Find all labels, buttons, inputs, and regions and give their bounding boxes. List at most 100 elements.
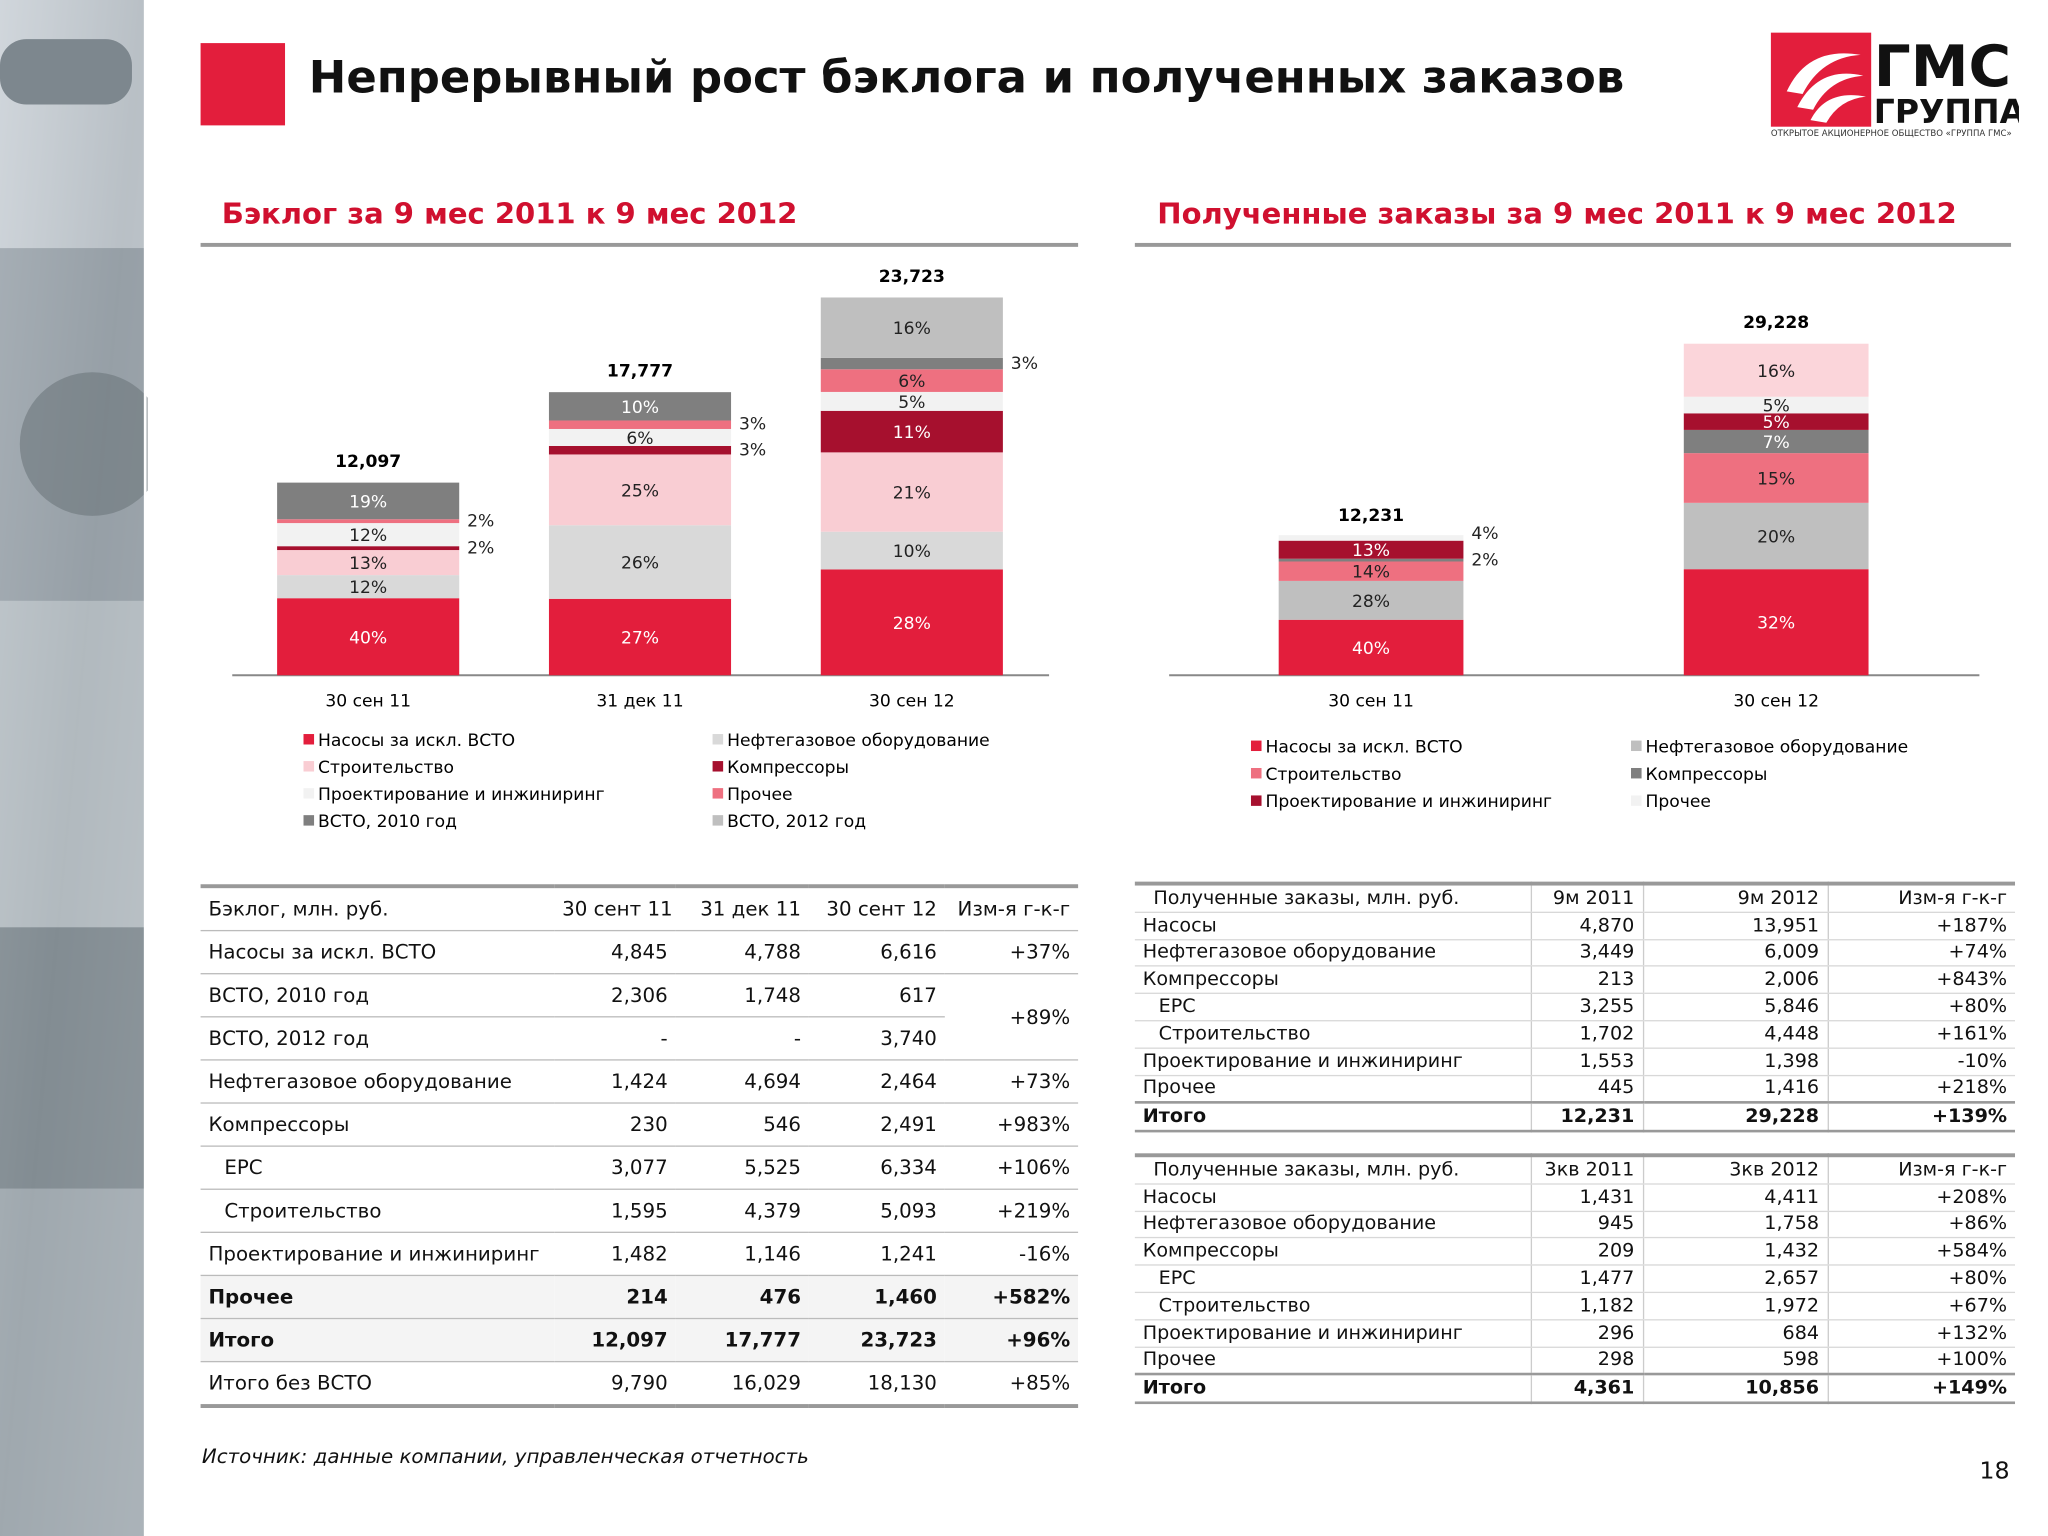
table-cell: 5,525: [675, 1146, 809, 1190]
backlog-table: Бэклог, млн. руб. 30 сент 11 31 дек 11 30 с…: [200, 884, 1079, 1408]
section-rule: [1134, 242, 2012, 247]
legend-swatch: [303, 761, 315, 772]
legend-label: Нефтегазовое оборудование: [1646, 737, 1909, 757]
table-row: Насосы 1,431 4,411 +208%: [1134, 1183, 2016, 1212]
table-row: Компрессоры 209 1,432 +584%: [1134, 1238, 2016, 1266]
legend-swatch: [1631, 740, 1642, 752]
table-cell: Проектирование и инжиниринг: [1134, 1047, 1531, 1076]
table-cell: Полученные заказы, млн. руб.: [1134, 883, 1531, 913]
data-label: 5%: [1763, 413, 1790, 433]
table-row: Компрессоры 213 2,006 +843%: [1134, 966, 2016, 995]
table-cell: -16%: [944, 1232, 1079, 1277]
table-cell: 1,424: [554, 1059, 676, 1104]
table-cell: +843%: [1826, 966, 2016, 995]
table-cell: 209: [1530, 1238, 1643, 1266]
bar-segment: [820, 569, 1003, 676]
data-label: 15%: [1757, 470, 1795, 490]
table-row: Нефтегазовое оборудование 1,424 4,694 2,464…: [200, 1059, 1079, 1104]
data-label: 2%: [1471, 550, 1498, 570]
table-cell: +584%: [1826, 1238, 2016, 1266]
table-cell: 3,449: [1530, 939, 1643, 968]
table-cell: -10%: [1826, 1047, 2016, 1076]
table-cell: +73%: [944, 1059, 1079, 1104]
x-tick-label: 31 дек 11: [596, 692, 683, 712]
legend-swatch: [1250, 795, 1262, 806]
bar-segment: [820, 357, 1003, 370]
table-cell: 1,972: [1642, 1292, 1828, 1321]
table-row: EPC 1,477 2,657 +80%: [1134, 1265, 2016, 1294]
table-cell: EPC: [1134, 993, 1531, 1022]
bar-segment: [548, 428, 732, 446]
data-label: 26%: [621, 554, 659, 574]
table-cell: +89%: [944, 973, 1079, 1061]
total-label: 12,231: [1338, 506, 1404, 526]
data-label: 13%: [1352, 541, 1390, 561]
bar-segment: [1278, 535, 1464, 541]
data-label: 14%: [1352, 563, 1390, 583]
table-cell: 230: [554, 1103, 676, 1147]
total-label: 17,777: [607, 362, 673, 382]
bar-segment: [1683, 502, 1869, 570]
table-row: Насосы 4,870 13,951 +187%: [1134, 912, 2016, 940]
table-cell: 546: [675, 1103, 809, 1147]
page-number: 18: [1979, 1457, 2010, 1486]
table-row: EPC 3,077 5,525 6,334 +106%: [200, 1146, 1079, 1190]
table-cell: 2,306: [554, 973, 676, 1018]
table-row: Прочее 298 598 +100%: [1134, 1346, 2016, 1376]
table-row: Проектирование и инжиниринг 1,553 1,398 -10…: [1134, 1047, 2016, 1076]
table-cell: +983%: [944, 1103, 1079, 1147]
table-cell: 1,482: [554, 1232, 676, 1277]
legend-swatch: [712, 761, 724, 772]
legend-swatch: [303, 788, 315, 799]
data-label: 25%: [621, 481, 659, 501]
table-cell: 298: [1530, 1346, 1643, 1376]
table-cell: Изм-я г-к-г: [944, 886, 1079, 932]
table-row: Нефтегазовое оборудование 945 1,758 +86%: [1134, 1210, 2016, 1239]
total-label: 23,723: [879, 267, 945, 287]
table-cell: Насосы: [1134, 912, 1531, 940]
legend-swatch: [1631, 767, 1642, 779]
bar-segment: [277, 575, 460, 599]
bar-segment: [277, 523, 460, 547]
bar-segment: [1278, 561, 1464, 581]
table-cell: 1,758: [1642, 1210, 1828, 1239]
data-label: 3%: [1011, 354, 1038, 374]
section-title: Бэклог за 9 мес 2011 к 9 мес 2012: [221, 198, 798, 232]
table-row: Проектирование и инжиниринг 296 684 +132%: [1134, 1319, 2016, 1348]
table-cell: Компрессоры: [1134, 1238, 1531, 1266]
table-cell: 17,777: [675, 1318, 809, 1363]
legend-label: Строительство: [1265, 765, 1401, 785]
table-cell: +219%: [944, 1189, 1079, 1233]
bar-segment: [277, 519, 460, 524]
data-label: 12%: [349, 526, 387, 546]
data-label: 28%: [1352, 592, 1390, 612]
table-cell: 3,255: [1530, 993, 1643, 1022]
bar-segment: [548, 420, 732, 429]
legend-label: Прочее: [1646, 792, 1711, 812]
table-cell: 29,228: [1642, 1101, 1828, 1132]
table-cell: 684: [1642, 1319, 1828, 1348]
logo-caption: ОТКРЫТОЕ АКЦИОНЕРНОЕ ОБЩЕСТВО «ГРУППА ГМ…: [1771, 129, 2012, 139]
table-row: Компрессоры 230 546 2,491 +983%: [200, 1103, 1079, 1147]
table-cell: Прочее: [1134, 1075, 1531, 1104]
bar-segment: [548, 525, 732, 599]
table-cell: 12,231: [1530, 1101, 1643, 1132]
table-cell: 1,398: [1642, 1047, 1828, 1076]
legend-label: Насосы за искл. ВСТО: [318, 731, 515, 751]
table-cell: 2,491: [808, 1103, 945, 1147]
table-cell: +96%: [944, 1318, 1079, 1363]
charts: 30 сен 11 40% 12% 13% 2% 12% 2% 19% 12,097 31 дек…: [232, 267, 1980, 832]
total-label: 29,228: [1743, 313, 1809, 333]
bar-segment: [820, 410, 1003, 453]
data-label: 40%: [349, 628, 387, 648]
x-tick-label: 30 сен 11: [1328, 692, 1414, 712]
table-cell: Изм-я г-к-г: [1826, 1155, 2016, 1185]
bar-segment: [277, 482, 460, 520]
orders-table: Полученные заказы, млн. руб. 9м 2011 9м 20…: [1134, 881, 2016, 1133]
table-cell: 31 дек 11: [675, 886, 809, 932]
legend-label: Прочее: [727, 785, 792, 805]
table-cell: 16,029: [675, 1361, 809, 1407]
data-label: 2%: [467, 511, 494, 531]
legend-label: Строительство: [318, 758, 454, 778]
